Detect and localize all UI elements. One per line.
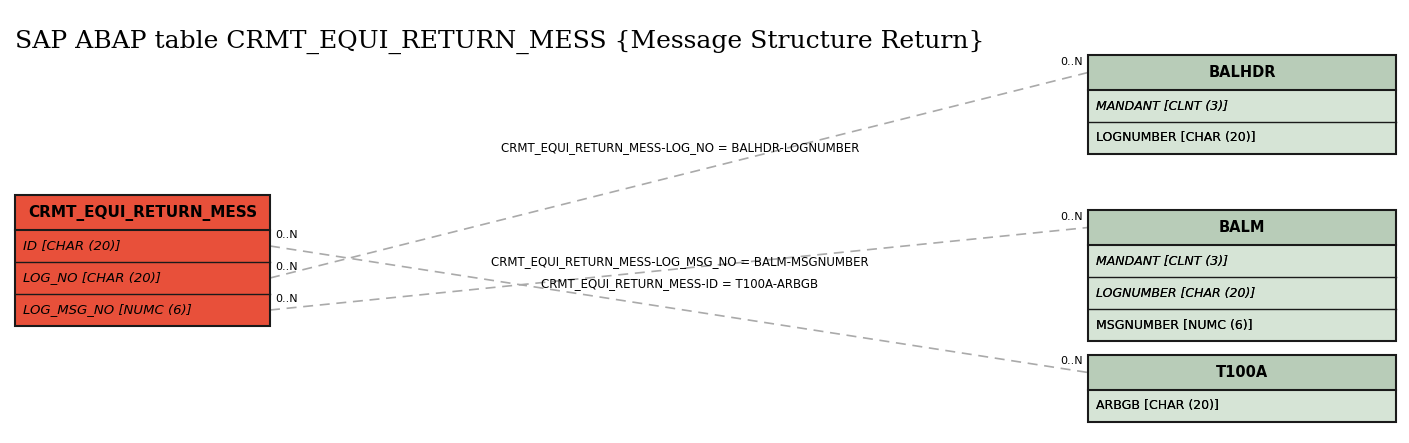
- Bar: [15, 262, 271, 294]
- Text: 0..N: 0..N: [275, 294, 297, 304]
- Bar: [1088, 55, 1396, 154]
- Text: CRMT_EQUI_RETURN_MESS: CRMT_EQUI_RETURN_MESS: [28, 205, 256, 221]
- Bar: [1088, 355, 1396, 422]
- Text: MSGNUMBER [NUMC (6)]: MSGNUMBER [NUMC (6)]: [1096, 319, 1253, 331]
- Text: ARBGB [CHAR (20)]: ARBGB [CHAR (20)]: [1096, 400, 1219, 412]
- Text: 0..N: 0..N: [1061, 357, 1084, 366]
- Bar: [15, 294, 271, 326]
- Text: 0..N: 0..N: [1061, 57, 1084, 66]
- Text: ARBGB [CHAR (20)]: ARBGB [CHAR (20)]: [1096, 400, 1219, 412]
- Text: LOG_MSG_NO [NUMC (6)]: LOG_MSG_NO [NUMC (6)]: [23, 303, 192, 316]
- Bar: [15, 195, 271, 326]
- Text: LOGNUMBER [CHAR (20)]: LOGNUMBER [CHAR (20)]: [1096, 287, 1255, 299]
- Bar: [15, 195, 271, 230]
- Text: CRMT_EQUI_RETURN_MESS-ID = T100A-ARBGB: CRMT_EQUI_RETURN_MESS-ID = T100A-ARBGB: [541, 277, 819, 291]
- Text: CRMT_EQUI_RETURN_MESS-LOG_MSG_NO = BALM-MSGNUMBER: CRMT_EQUI_RETURN_MESS-LOG_MSG_NO = BALM-…: [492, 256, 869, 268]
- Text: 0..N: 0..N: [275, 230, 297, 240]
- Text: SAP ABAP table CRMT_EQUI_RETURN_MESS {Message Structure Return}: SAP ABAP table CRMT_EQUI_RETURN_MESS {Me…: [15, 30, 985, 54]
- Bar: [1088, 277, 1396, 309]
- Bar: [1088, 355, 1396, 390]
- Text: 0..N: 0..N: [1061, 211, 1084, 222]
- Bar: [1088, 210, 1396, 341]
- Text: LOGNUMBER [CHAR (20)]: LOGNUMBER [CHAR (20)]: [1096, 287, 1255, 299]
- Bar: [15, 230, 271, 262]
- Text: MANDANT [CLNT (3)]: MANDANT [CLNT (3)]: [1096, 100, 1229, 113]
- Text: LOG_NO [CHAR (20)]: LOG_NO [CHAR (20)]: [23, 272, 161, 284]
- Text: MANDANT [CLNT (3)]: MANDANT [CLNT (3)]: [1096, 100, 1229, 113]
- Text: T100A: T100A: [1216, 365, 1268, 380]
- Text: MANDANT [CLNT (3)]: MANDANT [CLNT (3)]: [1096, 254, 1229, 268]
- Text: LOGNUMBER [CHAR (20)]: LOGNUMBER [CHAR (20)]: [1096, 132, 1255, 144]
- Text: MANDANT [CLNT (3)]: MANDANT [CLNT (3)]: [1096, 254, 1229, 268]
- Text: CRMT_EQUI_RETURN_MESS-LOG_NO = BALHDR-LOGNUMBER: CRMT_EQUI_RETURN_MESS-LOG_NO = BALHDR-LO…: [500, 141, 859, 155]
- Bar: [1088, 309, 1396, 341]
- Bar: [1088, 122, 1396, 154]
- Bar: [1088, 390, 1396, 422]
- Bar: [1088, 90, 1396, 122]
- Bar: [1088, 55, 1396, 90]
- Text: 0..N: 0..N: [275, 262, 297, 272]
- Text: BALHDR: BALHDR: [1209, 65, 1275, 80]
- Text: ID [CHAR (20)]: ID [CHAR (20)]: [23, 240, 121, 253]
- Bar: [1088, 245, 1396, 277]
- Text: MSGNUMBER [NUMC (6)]: MSGNUMBER [NUMC (6)]: [1096, 319, 1253, 331]
- Text: BALM: BALM: [1219, 220, 1265, 235]
- Bar: [1088, 210, 1396, 245]
- Text: LOGNUMBER [CHAR (20)]: LOGNUMBER [CHAR (20)]: [1096, 132, 1255, 144]
